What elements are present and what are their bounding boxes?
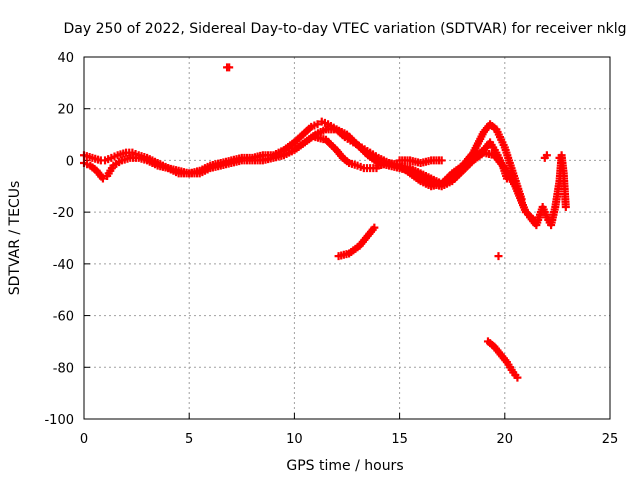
y-tick-label: -100 <box>44 413 74 428</box>
series-track-2 <box>80 125 541 227</box>
y-tick-label: -40 <box>53 258 74 273</box>
data-point <box>437 156 446 165</box>
y-tick-label: -20 <box>53 206 74 221</box>
data-point <box>502 174 511 183</box>
y-tick-label: 20 <box>57 103 74 118</box>
series-track-3 <box>311 133 511 188</box>
y-tick-label: -60 <box>53 310 74 325</box>
y-tick-label: 40 <box>57 51 74 66</box>
series-late-cluster <box>526 151 570 230</box>
x-tick-label: 0 <box>80 432 88 447</box>
x-axis-label: GPS time / hours <box>286 458 403 474</box>
tick-labels: 0 5 10 15 20 25 -100 -80 -60 -40 -20 0 20 40 <box>44 51 618 447</box>
data-point <box>555 153 564 162</box>
data-point <box>513 373 522 382</box>
data-point <box>542 151 551 160</box>
y-tick-label: 0 <box>66 154 74 169</box>
data-points <box>80 63 570 382</box>
y-axis-label: SDTVAR / TECUs <box>7 181 23 296</box>
data-point <box>494 252 503 261</box>
data-point <box>561 202 570 211</box>
series-segment-a <box>334 223 379 261</box>
plot-frame <box>83 56 611 420</box>
data-point <box>313 120 322 129</box>
data-point <box>225 63 234 72</box>
grid-layer <box>84 57 610 419</box>
data-point <box>98 174 107 183</box>
x-tick-label: 5 <box>185 432 193 447</box>
x-tick-label: 25 <box>602 432 619 447</box>
chart-title: Day 250 of 2022, Sidereal Day-to-day VTE… <box>64 21 627 37</box>
data-point <box>370 223 379 232</box>
x-tick-label: 15 <box>391 432 408 447</box>
y-tick-label: -80 <box>53 361 74 376</box>
series-outliers <box>223 63 564 261</box>
series-track-4 <box>395 156 446 168</box>
series-segment-b <box>483 337 522 382</box>
x-tick-label: 10 <box>286 432 303 447</box>
x-tick-label: 20 <box>497 432 514 447</box>
